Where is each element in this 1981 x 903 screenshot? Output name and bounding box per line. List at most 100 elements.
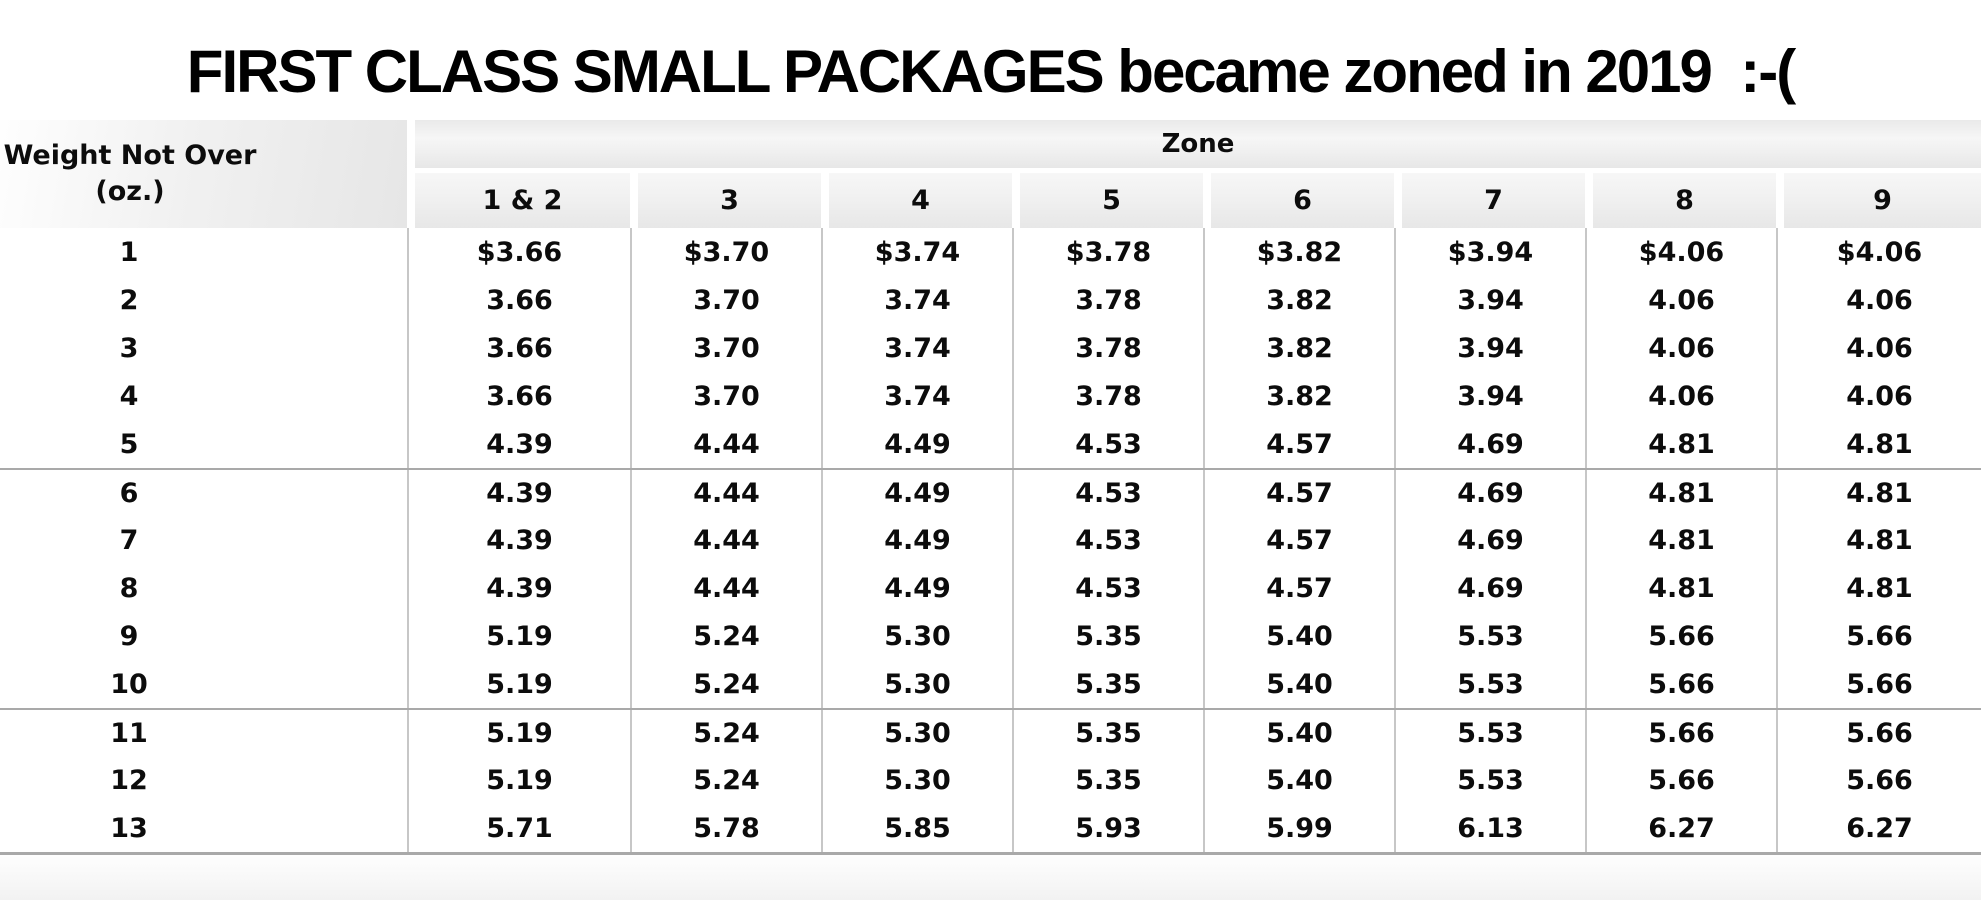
price-cell: 3.94 [1394,372,1585,420]
price-cell: 5.66 [1585,660,1776,708]
page-title: FIRST CLASS SMALL PACKAGES became zoned … [186,38,1796,105]
price-cell: 4.81 [1776,516,1981,564]
price-cell: 5.66 [1776,756,1981,804]
zone-column-header-8: 8 [1585,173,1776,228]
table-row: 9 5.19 5.24 5.30 5.35 5.40 5.53 5.66 5.66 [0,612,1981,660]
rate-table: Weight Not Over (oz.) Zone 1 & 2 3 4 5 6… [0,120,1981,900]
price-cell: 5.78 [630,804,821,852]
zone-column-header-9: 9 [1776,173,1981,228]
weight-cell: 10 [110,668,148,700]
price-cell: 5.66 [1585,756,1776,804]
price-cell: 5.66 [1585,710,1776,756]
price-cell: 4.57 [1203,470,1394,516]
zone-column-header-4: 4 [821,173,1012,228]
price-cell: 5.66 [1776,710,1981,756]
zone-column-header-5: 5 [1012,173,1203,228]
header-divider [407,168,1981,173]
price-cell: 4.57 [1203,516,1394,564]
weight-column-header: Weight Not Over (oz.) [0,120,407,228]
price-cell: 4.44 [630,420,821,468]
price-cell: 5.19 [407,756,630,804]
zone-column-header-7: 7 [1394,173,1585,228]
price-cell: 4.06 [1585,276,1776,324]
table-row: 8 4.39 4.44 4.49 4.53 4.57 4.69 4.81 4.81 [0,564,1981,612]
price-cell: 4.39 [407,516,630,564]
table-row: 11 5.19 5.24 5.30 5.35 5.40 5.53 5.66 5.66 [0,708,1981,756]
price-cell: 3.70 [630,276,821,324]
weight-cell: 3 [119,332,139,364]
weight-cell: 5 [119,428,139,460]
price-cell: 5.30 [821,756,1012,804]
price-cell: 6.13 [1394,804,1585,852]
price-cell: 4.44 [630,470,821,516]
price-cell: $3.66 [407,228,630,276]
table-row: 12 5.19 5.24 5.30 5.35 5.40 5.53 5.66 5.66 [0,756,1981,804]
price-cell: 3.74 [821,372,1012,420]
weight-cell: 2 [119,284,139,316]
price-cell: 4.06 [1585,324,1776,372]
price-cell: $3.70 [630,228,821,276]
price-cell: 5.30 [821,612,1012,660]
price-cell: 6.27 [1585,804,1776,852]
price-cell: 3.74 [821,276,1012,324]
price-cell: 4.39 [407,470,630,516]
price-cell: 5.24 [630,612,821,660]
price-cell: 5.35 [1012,660,1203,708]
price-cell: 3.66 [407,372,630,420]
zone-column-header-1-2: 1 & 2 [407,173,630,228]
table-row: 10 5.19 5.24 5.30 5.35 5.40 5.53 5.66 5.66 [0,660,1981,708]
price-cell: 3.82 [1203,276,1394,324]
price-cell: 4.57 [1203,420,1394,468]
price-cell: 5.66 [1585,612,1776,660]
table-body: 1 $3.66 $3.70 $3.74 $3.78 $3.82 $3.94 $4.06 $4.0… [0,228,1981,855]
price-cell: $4.06 [1776,228,1981,276]
weight-cell: 8 [119,572,139,604]
price-cell: 3.66 [407,324,630,372]
price-cell: 4.06 [1776,276,1981,324]
price-cell: 4.06 [1585,372,1776,420]
table-row: 3 3.66 3.70 3.74 3.78 3.82 3.94 4.06 4.06 [0,324,1981,372]
footer-strip [0,855,1981,900]
zone-header-area: Zone 1 & 2 3 4 5 6 7 8 9 [407,120,1981,228]
weight-cell: 4 [119,380,139,412]
weight-header-line1: Weight Not Over [3,140,257,171]
price-cell: 5.93 [1012,804,1203,852]
price-cell: 5.24 [630,756,821,804]
price-cell: 4.44 [630,564,821,612]
price-cell: $3.78 [1012,228,1203,276]
price-cell: 3.94 [1394,276,1585,324]
zone-column-header-3: 3 [630,173,821,228]
price-cell: 6.27 [1776,804,1981,852]
price-cell: 5.66 [1776,660,1981,708]
table-row: 7 4.39 4.44 4.49 4.53 4.57 4.69 4.81 4.81 [0,516,1981,564]
price-cell: 3.74 [821,324,1012,372]
price-cell: 5.30 [821,660,1012,708]
zone-column-header-6: 6 [1203,173,1394,228]
price-cell: 5.40 [1203,612,1394,660]
price-cell: $3.94 [1394,228,1585,276]
price-cell: 5.24 [630,660,821,708]
price-cell: 4.44 [630,516,821,564]
price-cell: 4.81 [1585,420,1776,468]
table-row: 6 4.39 4.44 4.49 4.53 4.57 4.69 4.81 4.81 [0,468,1981,516]
price-cell: 5.35 [1012,710,1203,756]
price-cell: 5.71 [407,804,630,852]
price-cell: 4.57 [1203,564,1394,612]
price-cell: 5.19 [407,660,630,708]
table-row: 2 3.66 3.70 3.74 3.78 3.82 3.94 4.06 4.06 [0,276,1981,324]
price-cell: 3.70 [630,372,821,420]
price-cell: 4.69 [1394,564,1585,612]
price-cell: 5.53 [1394,660,1585,708]
weight-cell: 7 [119,524,139,556]
price-cell: 3.78 [1012,372,1203,420]
price-cell: 3.82 [1203,324,1394,372]
price-cell: 4.49 [821,564,1012,612]
table-header: Weight Not Over (oz.) Zone 1 & 2 3 4 5 6… [0,120,1981,228]
weight-cell: 9 [119,620,139,652]
weight-header-line2: (oz.) [95,176,165,207]
price-cell: 4.49 [821,420,1012,468]
price-cell: 5.85 [821,804,1012,852]
table-row: 1 $3.66 $3.70 $3.74 $3.78 $3.82 $3.94 $4.06 $4.0… [0,228,1981,276]
price-cell: 4.69 [1394,420,1585,468]
price-cell: 5.99 [1203,804,1394,852]
